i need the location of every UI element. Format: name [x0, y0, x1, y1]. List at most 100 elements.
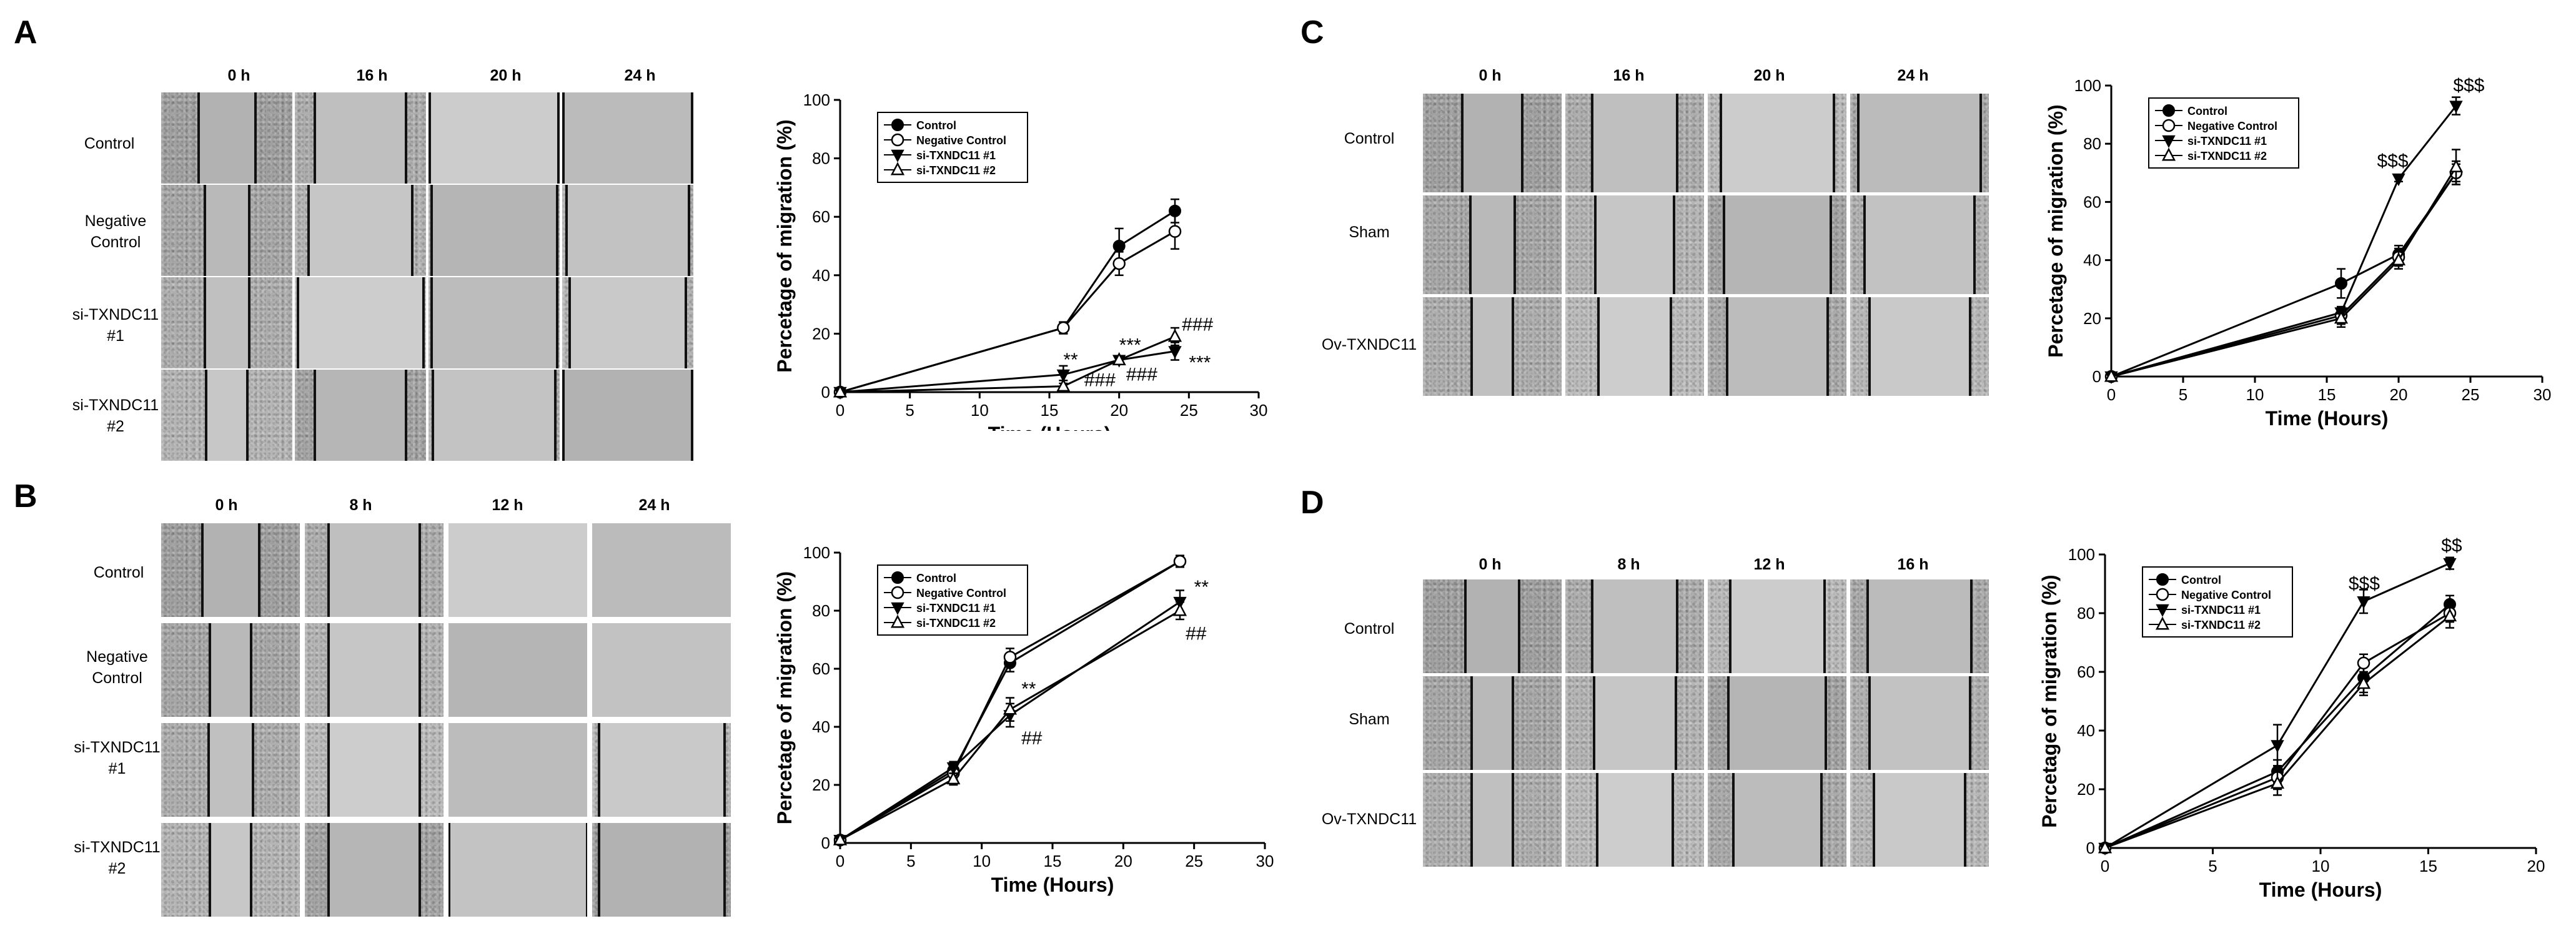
wound-edge-line — [405, 370, 407, 461]
wound-edge-line — [1723, 195, 1725, 294]
wound-edge-line — [1470, 676, 1473, 770]
wound-edge-line — [1969, 297, 1971, 396]
wound-edge-line — [556, 277, 558, 368]
wound-edge-line — [314, 370, 316, 461]
y-tick-label: 0 — [821, 383, 830, 401]
row-label: si-TXNDC11 #2 — [72, 397, 159, 435]
wound-edge-line — [1521, 94, 1523, 192]
row-label: Control — [1344, 130, 1395, 147]
micrograph-image — [429, 185, 560, 276]
wound-edge-line — [723, 723, 726, 817]
data-point — [833, 384, 848, 398]
wound-edge-line — [429, 92, 431, 184]
data-point — [2449, 159, 2464, 172]
data-point — [891, 149, 904, 163]
wound-edge-line — [419, 723, 421, 817]
data-point — [2162, 104, 2175, 117]
micrograph-image — [1565, 94, 1704, 192]
y-tick-label: 40 — [812, 717, 830, 736]
wound-edge-line — [1594, 195, 1597, 294]
wound-edge-line — [691, 92, 693, 184]
wound-edge-line — [1676, 94, 1678, 192]
time-header: 0 h — [215, 496, 238, 514]
wound-edge-line — [1833, 94, 1835, 192]
series-line — [840, 230, 1176, 393]
wound-edge-line — [1979, 94, 1982, 192]
micrograph-image — [161, 370, 292, 461]
micrograph-image — [295, 92, 426, 184]
x-tick-label: 20 — [1114, 852, 1132, 870]
micrograph-image — [562, 92, 693, 184]
x-tick-label: 5 — [2208, 857, 2217, 875]
wound-edge-line — [1461, 94, 1464, 192]
row-label: Ov-TXNDC11 — [1321, 810, 1417, 828]
data-point — [833, 832, 848, 845]
y-tick-label: 100 — [2068, 545, 2095, 564]
wound-edge-line — [1727, 676, 1730, 770]
y-axis-title: Percetage of migration (%) — [773, 571, 796, 824]
wound-edge-line — [205, 370, 207, 461]
legend: Control Negative Control si-TXNDC11 #1 si-T… — [2148, 97, 2299, 169]
data-point — [1112, 257, 1126, 270]
row-label: Sham — [1349, 711, 1390, 728]
wound-edge-line — [1873, 773, 1875, 867]
panel-letter-a: A — [14, 14, 37, 51]
micrograph-image — [592, 623, 731, 717]
micrograph-image — [1708, 676, 1846, 770]
micrograph-image — [429, 92, 560, 184]
legend-label: Negative Control — [916, 587, 1006, 599]
panel-letter-b: B — [14, 478, 37, 515]
micrograph-image — [295, 185, 426, 276]
data-point — [2391, 252, 2406, 266]
micrograph-image — [1423, 676, 1562, 770]
data-point — [891, 586, 904, 599]
series-line — [2111, 166, 2457, 378]
row-label: si-TXNDC11 #1 — [74, 739, 161, 777]
significance-annotation: $$ — [2441, 535, 2462, 556]
legend: Control Negative Control si-TXNDC11 #1 si-T… — [877, 564, 1028, 636]
data-point — [2161, 147, 2176, 161]
wound-edge-line — [557, 92, 560, 184]
data-point — [891, 602, 904, 616]
data-point — [1112, 240, 1126, 252]
micrograph-image — [305, 623, 443, 717]
data-point — [890, 614, 905, 628]
time-header: 0 h — [1479, 556, 1502, 573]
data-point — [2156, 604, 2169, 618]
micrograph-image — [1708, 579, 1846, 673]
micrograph-image — [429, 370, 560, 461]
y-axis-title: Percetage of migration (%) — [773, 119, 796, 372]
micrograph-image — [448, 623, 587, 717]
wound-edge-line — [197, 92, 200, 184]
wound-edge-line — [1673, 195, 1675, 294]
y-axis-title: Percetage of migration (%) — [2038, 574, 2061, 827]
series-line — [840, 560, 1181, 841]
data-point — [1056, 378, 1071, 392]
x-tick-label: 10 — [973, 852, 991, 870]
legend: Control Negative Control si-TXNDC11 #1 si-T… — [877, 112, 1028, 183]
data-point — [2357, 596, 2370, 609]
series-line — [2104, 603, 2450, 849]
wound-edge-line — [1964, 773, 1966, 867]
x-tick-label: 10 — [2312, 857, 2330, 875]
micrograph-image — [161, 92, 292, 184]
micrograph-image — [305, 523, 443, 617]
data-point — [891, 119, 904, 131]
wound-edge-line — [422, 277, 425, 368]
series-line — [2111, 105, 2457, 378]
micrograph-image — [562, 185, 693, 276]
y-tick-label: 20 — [812, 324, 830, 343]
row-label: Negative Control — [84, 212, 147, 251]
wound-edge-line — [1866, 579, 1869, 673]
wound-edge-line — [327, 723, 330, 817]
y-tick-label: 40 — [2083, 251, 2101, 270]
x-tick-label: 25 — [1180, 401, 1198, 420]
micrograph-image — [1850, 195, 1989, 294]
legend-label: Negative Control — [2187, 120, 2277, 132]
wound-edge-line — [691, 370, 693, 461]
wound-edge-line — [1868, 676, 1871, 770]
legend: Control Negative Control si-TXNDC11 #1 si-T… — [2142, 566, 2293, 638]
significance-annotation: $$$ — [2377, 150, 2409, 171]
wound-edge-line — [1868, 297, 1871, 396]
micrograph-image — [1708, 773, 1846, 867]
